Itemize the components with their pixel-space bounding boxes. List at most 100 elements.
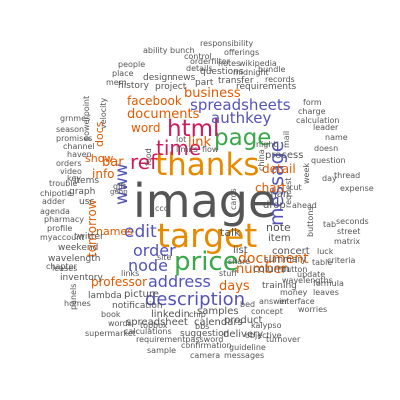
word-supermarket: supermarket (85, 329, 136, 338)
word-kalypso: kalypso (251, 321, 282, 330)
word-professor: professor (91, 275, 148, 289)
word-spreadsheet: spreadsheet (126, 317, 188, 328)
word-lambda: lambda (88, 291, 122, 301)
word-address: address (148, 272, 211, 291)
word-ability: ability (143, 46, 168, 55)
word-camera: camera (190, 351, 221, 360)
word-order: order (133, 241, 176, 260)
word-tab: tab (323, 220, 337, 229)
word-box: box (153, 321, 168, 330)
word-question: question (311, 156, 346, 165)
word-notification: notification (112, 301, 163, 311)
word-people: people (118, 60, 146, 69)
word-criteria: criteria (327, 256, 356, 265)
word-bed: bed (240, 300, 256, 309)
word-node: node (128, 256, 168, 275)
word-concept: concept (251, 307, 283, 316)
word-page: page (214, 125, 272, 151)
word-gehp: gehp (110, 188, 128, 196)
word-stuff: stuff (219, 269, 237, 278)
word-luck: luck (317, 247, 334, 256)
word-price: price (174, 247, 239, 277)
word-wavelength: wavelength (48, 254, 101, 264)
word-trouble: trouble (49, 179, 78, 188)
word-adder: adder (42, 197, 66, 206)
word-word: word (131, 121, 161, 135)
word-day: day (322, 174, 337, 183)
word-doesn: doesn (314, 144, 339, 153)
word-bunch: bunch (170, 46, 195, 55)
word-image: image (133, 174, 277, 228)
word-seconds: seconds (336, 217, 369, 226)
word-formula: formula (313, 279, 344, 288)
word-days: days (219, 279, 250, 294)
word-interface: interface (279, 297, 315, 306)
word-bar: bar (102, 155, 124, 170)
word-orders: orders (56, 159, 82, 168)
word-news: news (172, 73, 196, 83)
word-worries: worries (298, 305, 328, 314)
word-ahead: ahead (292, 201, 317, 210)
word-process: process (265, 150, 304, 161)
word-linkedin: linkedin (151, 309, 190, 320)
word-names: names (96, 225, 133, 238)
word-spreadsheets: spreadsheets (190, 96, 291, 114)
word-requirements: requirements (236, 82, 297, 92)
word-list: list (233, 245, 248, 256)
word-details: details (186, 64, 213, 73)
word-video: video (60, 167, 82, 176)
word-buttons: buttons (306, 206, 315, 237)
word-column: column (253, 264, 290, 275)
word-documents: documents (127, 107, 200, 122)
word-flow: flow (202, 145, 219, 154)
word-offerings: offerings (224, 48, 260, 57)
word-training: training (262, 281, 297, 291)
word-show: show (85, 152, 114, 165)
word-gift: gift (113, 182, 127, 191)
word-haven: haven (67, 150, 92, 159)
word-facebook: facebook (127, 94, 182, 108)
word-calculations: calculations (124, 327, 172, 336)
word-night: night (256, 140, 277, 149)
word-link: link (188, 135, 211, 150)
word-velocity: velocity (99, 97, 108, 129)
word-questions: questions (200, 67, 244, 77)
word-sample: sample (147, 346, 177, 355)
word-grnmes: grnmes (60, 114, 91, 123)
word-confirmation: confirmation (181, 341, 232, 350)
word-talk: talk (220, 226, 241, 239)
word-document: document (238, 251, 309, 267)
word-myaccount: myaccount (40, 233, 85, 242)
word-notes: notes (218, 59, 241, 68)
word-messages: messages (224, 351, 265, 360)
word-bbs: bbs (195, 322, 210, 331)
word-wikipedia: wikipedia (239, 59, 277, 68)
word-usc: usc (79, 197, 95, 207)
word-button: button (281, 265, 308, 274)
word-leaves: leaves (313, 288, 339, 297)
word-design: design (143, 73, 173, 83)
word-leader: leader (313, 123, 339, 132)
word-history: history (118, 81, 149, 91)
word-wavelengths: wavelengths (282, 276, 333, 285)
word-pharmacy: pharmacy (44, 215, 85, 224)
word-bundle: bundle (258, 65, 286, 74)
word-chipotle: chipotle (40, 189, 72, 198)
word-requirementpassword: requirementpassword (136, 335, 224, 344)
word-china: china (257, 149, 266, 171)
word-target: target (157, 216, 258, 255)
word-item: item (268, 233, 291, 244)
word-summary: summary (264, 255, 307, 265)
word-key: key (67, 174, 82, 183)
word-charge: charge (298, 107, 326, 116)
word-top: top (140, 321, 154, 330)
word-book: book (101, 310, 121, 319)
word-orderfilter: orderfilter (190, 57, 230, 66)
word-mem: mem (106, 78, 127, 87)
word-ccc: ccc (155, 204, 169, 213)
word-note: note (266, 221, 291, 234)
word-weekend: weekend (58, 243, 99, 253)
word-html: html (167, 116, 220, 142)
word-product: product (224, 315, 263, 326)
word-money: money (280, 288, 308, 297)
